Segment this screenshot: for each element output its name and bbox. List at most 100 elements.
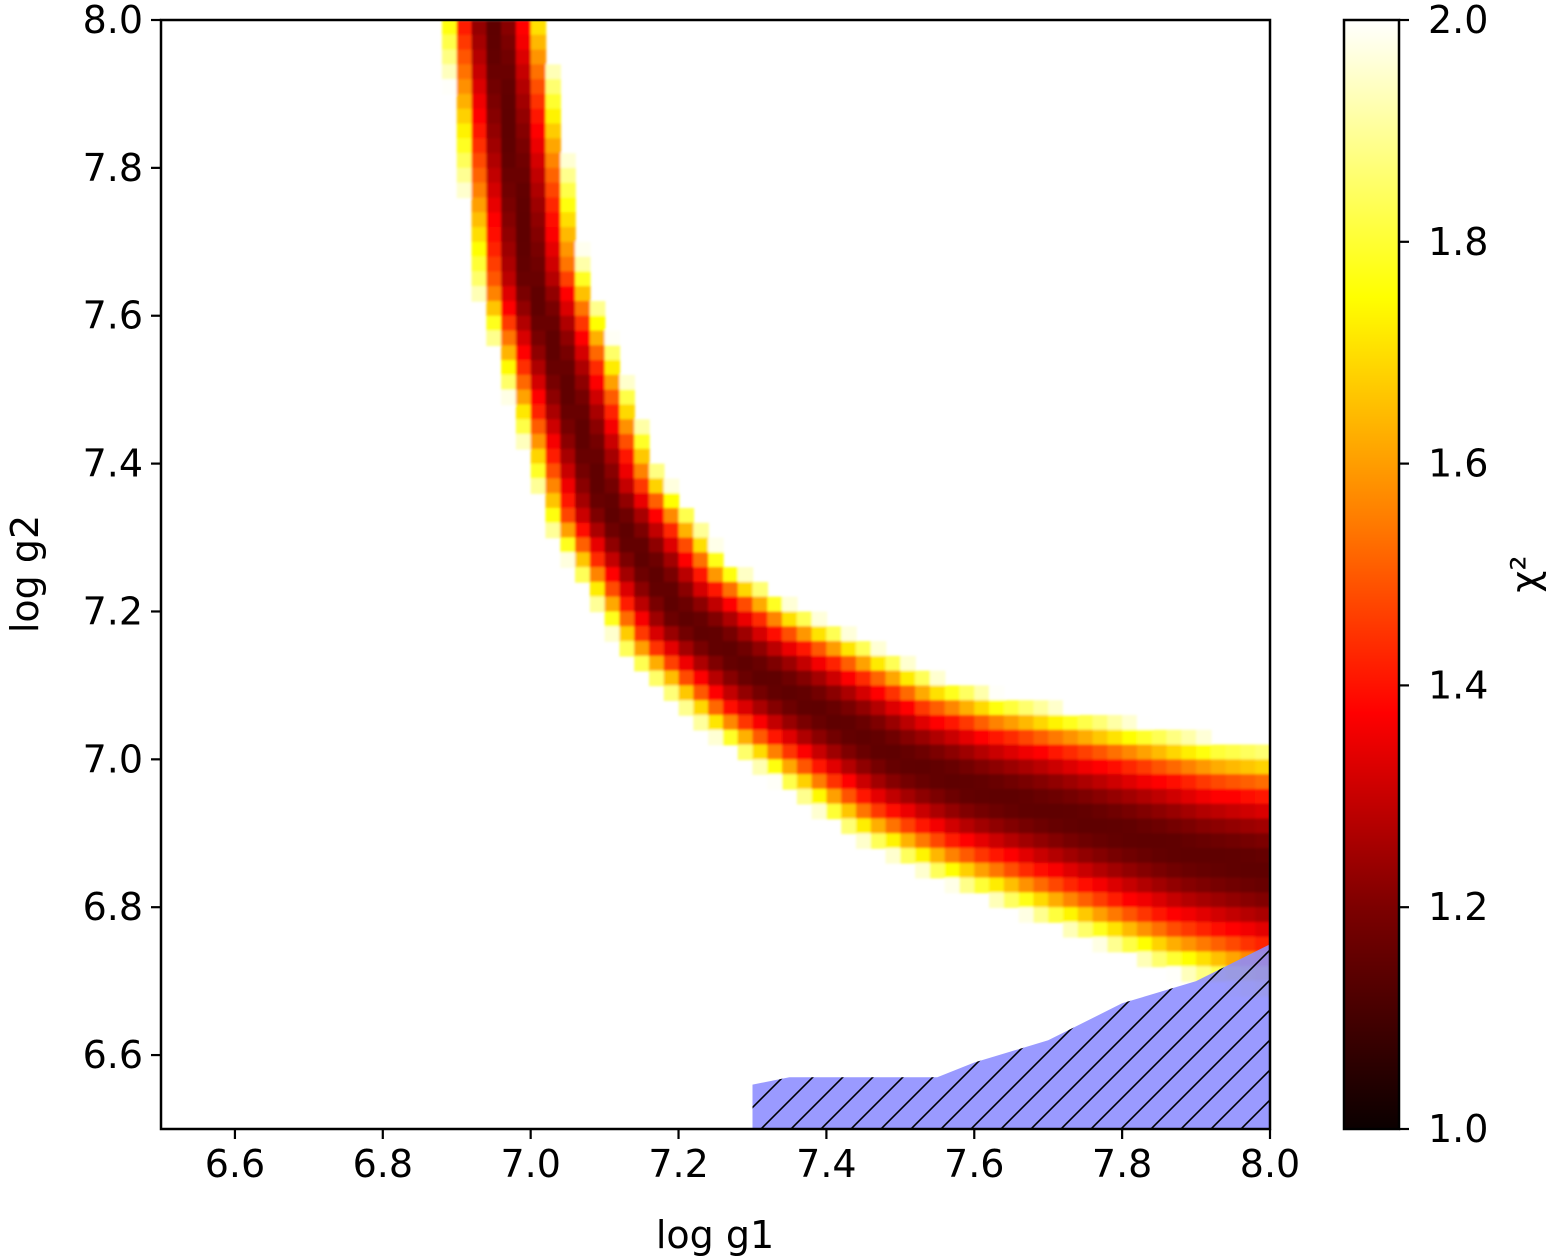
heatmap-cell <box>1048 759 1064 775</box>
heatmap-cell <box>589 493 606 509</box>
heatmap-cell <box>1166 833 1183 849</box>
heatmap-cell <box>486 286 502 302</box>
heatmap-cell <box>782 729 798 746</box>
heatmap-cell <box>1240 936 1257 953</box>
heatmap-cell <box>1018 818 1035 835</box>
heatmap-cell <box>989 774 1005 790</box>
heatmap-cell <box>1062 892 1079 908</box>
heatmap-cell <box>1151 951 1168 968</box>
heatmap-cell <box>589 389 606 406</box>
heatmap-cell <box>545 448 562 465</box>
heatmap-cell <box>471 64 488 80</box>
heatmap-cell <box>752 581 769 598</box>
heatmap-cell <box>752 685 769 701</box>
heatmap-cell <box>767 626 783 642</box>
heatmap-cell <box>870 774 887 790</box>
heatmap-cell <box>575 271 591 287</box>
x-tick-label: 7.0 <box>500 1142 560 1186</box>
heatmap-cell <box>530 182 547 199</box>
heatmap-cell <box>545 419 562 435</box>
colorbar-tick-label: 1.6 <box>1428 442 1488 486</box>
heatmap-cell <box>885 788 902 805</box>
heatmap-cell <box>1033 907 1049 923</box>
heatmap-cell <box>1107 833 1123 849</box>
heatmap-cell <box>1018 759 1035 775</box>
heatmap-cell <box>545 138 562 154</box>
y-tick-label: 6.8 <box>83 885 143 929</box>
y-tick-label: 8.0 <box>83 0 143 42</box>
chi2-heatmap <box>441 20 1270 997</box>
heatmap-cell <box>441 79 458 95</box>
heatmap-cell <box>486 227 502 243</box>
heatmap-cell <box>663 611 680 628</box>
heatmap-cell <box>1225 892 1242 908</box>
heatmap-cell <box>826 729 842 746</box>
heatmap-cell <box>826 759 842 775</box>
heatmap-cell <box>974 848 990 864</box>
heatmap-cell <box>944 729 961 746</box>
heatmap-cell <box>1092 744 1109 761</box>
heatmap-cell <box>722 700 739 716</box>
heatmap-cell <box>1033 892 1049 908</box>
heatmap-cell <box>1210 921 1227 938</box>
heatmap-cell <box>1136 892 1153 908</box>
heatmap-cell <box>515 300 532 317</box>
heatmap-cell <box>1255 892 1270 908</box>
heatmap-cell <box>959 774 976 790</box>
heatmap-cell <box>1107 714 1123 731</box>
heatmap-cell <box>708 700 724 716</box>
heatmap-cell <box>530 79 547 95</box>
heatmap-cell <box>841 685 857 701</box>
heatmap-cell <box>648 567 665 583</box>
heatmap-cell <box>530 360 547 376</box>
heatmap-cell <box>1181 862 1197 879</box>
heatmap-cell <box>560 463 576 480</box>
heatmap-cell <box>974 714 990 731</box>
heatmap-cell <box>974 729 990 746</box>
heatmap-cell <box>1077 774 1094 790</box>
heatmap-cell <box>1018 788 1035 805</box>
heatmap-cell <box>515 241 532 258</box>
heatmap-cell <box>974 788 990 805</box>
heatmap-cell <box>1092 892 1109 908</box>
heatmap-cell <box>560 182 576 199</box>
heatmap-cell <box>1062 788 1079 805</box>
heatmap-cell <box>989 862 1005 879</box>
heatmap-cell <box>989 818 1005 835</box>
heatmap-cell <box>1210 936 1227 953</box>
heatmap-cell <box>1181 833 1197 849</box>
heatmap-cell <box>471 227 488 243</box>
heatmap-cell <box>648 596 665 613</box>
heatmap-cell <box>575 448 591 465</box>
heatmap-cell <box>855 655 872 672</box>
heatmap-cell <box>989 848 1005 864</box>
heatmap-cell <box>915 848 931 864</box>
heatmap-cell <box>1107 774 1123 790</box>
heatmap-cell <box>693 700 709 716</box>
heatmap-cell <box>530 34 547 51</box>
heatmap-cell <box>634 493 650 509</box>
heatmap-cell <box>1151 862 1168 879</box>
heatmap-cell <box>944 685 961 701</box>
heatmap-cell <box>1033 759 1049 775</box>
heatmap-cell <box>530 419 547 435</box>
heatmap-cell <box>1122 936 1138 953</box>
heatmap-cell <box>1092 862 1109 879</box>
heatmap-cell <box>678 581 695 598</box>
heatmap-cell <box>1136 936 1153 953</box>
heatmap-cell <box>959 729 976 746</box>
heatmap-cell <box>678 685 695 701</box>
heatmap-cell <box>530 212 547 228</box>
heatmap-cell <box>870 833 887 849</box>
heatmap-cell <box>471 153 488 169</box>
heatmap-cell <box>989 877 1005 894</box>
heatmap-cell <box>589 581 606 598</box>
heatmap-cell <box>456 182 473 199</box>
heatmap-cell <box>1225 818 1242 835</box>
heatmap-cell <box>959 759 976 775</box>
heatmap-cell <box>1196 907 1212 923</box>
heatmap-cell <box>471 212 488 228</box>
heatmap-cell <box>1225 877 1242 894</box>
heatmap-cell <box>929 818 946 835</box>
heatmap-cell <box>545 315 562 332</box>
